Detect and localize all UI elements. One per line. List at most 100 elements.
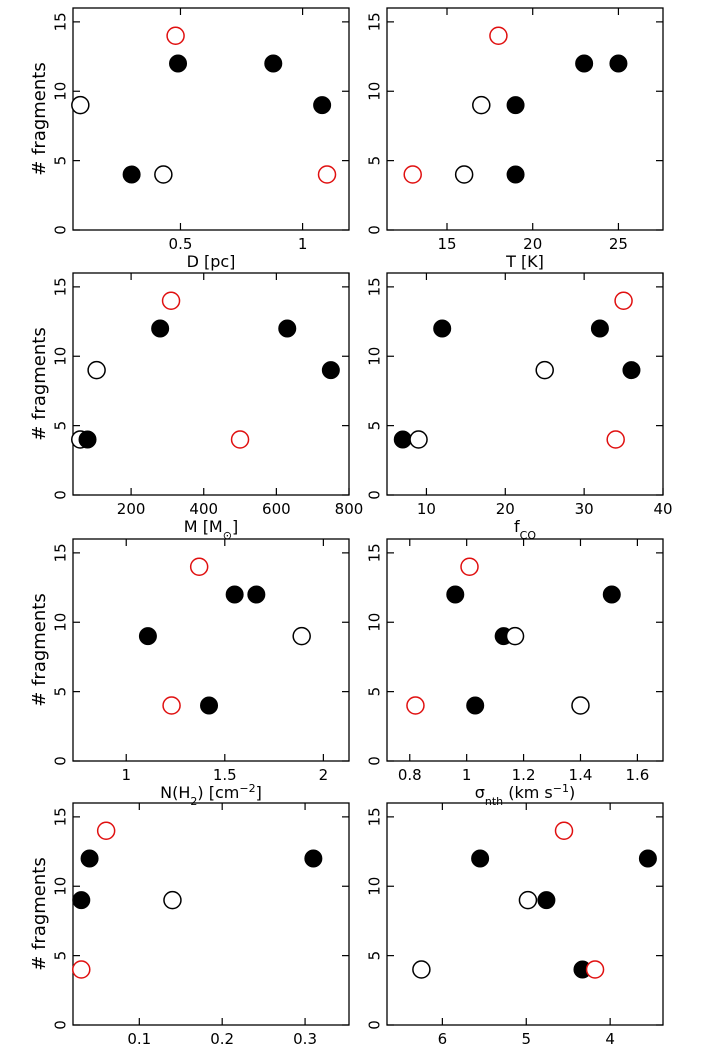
data-point-filled [247,585,266,604]
data-point-filled [609,54,628,73]
y-tick-label: 15 [52,807,70,826]
panel-sfe: 0.10.20.3051015SFE (%)# fragments [29,802,350,1053]
data-point-filled [78,430,97,449]
data-point-filled [602,585,621,604]
y-tick-label: 10 [52,82,70,101]
y-tick-label: 15 [366,277,384,296]
x-tick-label: 0.5 [169,235,193,253]
data-point-red [554,821,574,840]
x-tick-label: 0.2 [210,1030,234,1048]
data-point-open [518,890,538,910]
plot-frame [72,7,350,231]
x-tick-label: 0.1 [127,1030,151,1048]
y-tick-label: 10 [52,613,70,632]
data-point-red [460,557,479,576]
data-point-red [614,291,633,310]
data-point-open [535,360,554,380]
panel-temperature: 15 20 25 0 5 10 15 T [K] [366,7,664,271]
data-point-red [317,165,337,184]
x-tick-label: 2 [319,766,329,784]
data-point-red [585,960,605,979]
data-point-open [292,626,311,646]
y-tick-label: 5 [366,421,384,431]
y-tick-label: 5 [366,951,384,961]
data-point-filled [72,891,91,910]
x-tick-label: 1 [462,766,472,784]
data-point-open [505,626,525,646]
x-tick-label: 20 [523,235,542,253]
y-tick-label: 0 [366,225,384,235]
data-point-filled [304,849,323,868]
y-tick-label: 10 [366,877,384,896]
plot-frame [72,538,350,762]
y-tick-label: 15 [52,12,70,31]
y-tick-label: 0 [366,490,384,500]
data-point-filled [151,319,170,338]
y-tick-label: 10 [366,347,384,366]
data-point-filled [446,585,465,604]
y-axis-label: # fragments [29,857,50,970]
data-point-filled [200,696,219,715]
data-point-filled [537,891,556,910]
y-tick-label: 15 [366,543,384,562]
x-tick-label: 25 [609,235,628,253]
y-tick-label: 5 [52,421,70,431]
x-tick-label: 40 [653,500,672,518]
data-point-filled [433,319,452,338]
x-tick-label: 0.3 [293,1030,317,1048]
data-point-filled [638,849,657,868]
data-point-filled [471,849,490,868]
y-tick-label: 10 [52,877,70,896]
x-axis-label: T [K] [505,252,544,271]
data-point-filled [138,627,157,646]
data-point-red [606,430,625,449]
data-point-filled [278,319,297,338]
y-tick-label: 5 [52,687,70,697]
y-tick-label: 15 [366,807,384,826]
data-point-open [163,890,182,910]
data-point-filled [321,361,340,380]
plot-frame [386,802,664,1026]
data-point-filled [225,585,244,604]
x-tick-label: 1 [298,235,308,253]
data-point-red [162,696,181,715]
data-point-filled [466,696,485,715]
x-tick-label: 10 [417,500,436,518]
x-tick-label: 6 [438,1030,448,1048]
x-tick-label: 0.8 [398,766,422,784]
data-point-red [406,696,425,715]
x-axis-label: M [M⊙] [184,517,238,542]
y-tick-label: 10 [366,82,384,101]
data-point-red [72,960,91,979]
x-tick-label: 800 [335,500,364,518]
plot-frame [386,538,664,762]
y-tick-label: 5 [52,951,70,961]
panel-mass: 200 400 600 800 0 5 10 15 M [M⊙] # fragments [29,272,364,542]
y-tick-label: 10 [52,347,70,366]
data-point-red [489,26,508,45]
data-point-open [154,165,173,184]
data-point-filled [80,849,99,868]
plot-frame [386,7,664,231]
y-tick-label: 0 [366,1020,384,1030]
x-tick-label: 30 [575,500,594,518]
data-point-red [403,165,422,184]
data-point-open [71,95,90,115]
x-tick-label: 400 [189,500,218,518]
x-tick-label: 1 [121,766,131,784]
y-tick-label: 0 [52,1020,70,1030]
data-point-red [189,557,209,576]
y-tick-label: 5 [52,156,70,166]
plot-frame [72,802,350,1026]
data-point-filled [622,361,641,380]
data-point-open [571,696,590,715]
x-tick-label: 4 [605,1030,615,1048]
data-point-red [96,821,116,840]
x-axis-label: N(H2) [cm−2] [160,782,262,808]
x-tick-label: 1.6 [625,766,649,784]
y-tick-label: 5 [366,687,384,697]
x-tick-label: 1.2 [512,766,536,784]
y-axis-label: # fragments [29,593,50,706]
